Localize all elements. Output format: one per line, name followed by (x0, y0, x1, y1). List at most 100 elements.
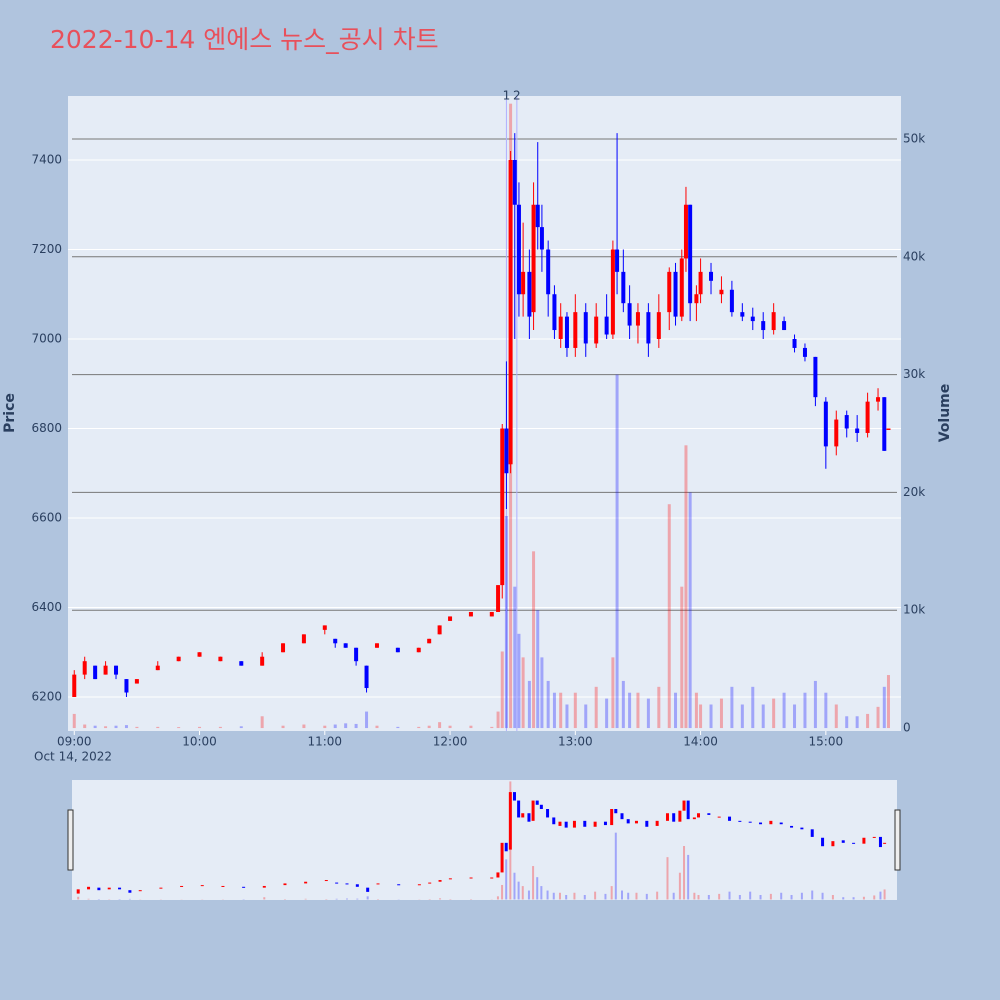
candle-body (546, 249, 551, 295)
slider-handle[interactable] (67, 809, 74, 871)
slider-volume-bar (800, 892, 803, 900)
slider-volume-bar (780, 892, 783, 900)
slider-volume-bar (558, 892, 561, 900)
slider-volume-bar (621, 890, 623, 900)
slider-candle (883, 842, 887, 844)
slider-candle (355, 884, 359, 887)
candle-body (782, 321, 787, 331)
slider-volume-bar (842, 897, 845, 900)
range-slider[interactable] (72, 780, 897, 900)
slider-candle (546, 809, 550, 818)
slider-candle (572, 820, 576, 828)
volume-bar (886, 675, 890, 729)
candle-body (627, 303, 632, 326)
slider-candle (304, 881, 308, 884)
x-tick-label: 13:00 (558, 735, 593, 749)
y2-tick-label: 50k (903, 132, 925, 146)
volume-bar (782, 692, 786, 729)
slider-candle (428, 882, 432, 884)
slider-volume-bar (645, 893, 648, 900)
slider-volume-bar (505, 859, 508, 900)
candle-body (281, 643, 286, 653)
slider-volume-bar (565, 894, 568, 900)
candle-body (694, 294, 699, 304)
slider-candle (614, 809, 618, 814)
y2-tick-label: 10k (903, 603, 925, 617)
slider-candle (504, 842, 508, 852)
x-date-label: Oct 14, 2022 (34, 750, 112, 764)
volume-bar (628, 692, 632, 729)
slider-candle (759, 822, 763, 825)
x-tick-label: 11:00 (307, 735, 342, 749)
candle-body (573, 312, 578, 348)
slider-handle[interactable] (894, 809, 901, 871)
slider-candle (610, 809, 614, 826)
slider-candle (564, 821, 568, 828)
slider-candle (810, 829, 814, 837)
volume-bar (615, 374, 619, 729)
volume-bar (104, 726, 108, 729)
slider-candle (558, 821, 562, 826)
slider-candle (665, 813, 669, 821)
volume-bar (496, 711, 500, 729)
slider-candle (738, 820, 742, 822)
slider-volume-bar (532, 866, 535, 900)
volume-bar (490, 726, 494, 729)
volume-bar (114, 725, 118, 729)
candle-body (813, 356, 818, 398)
candle-body (496, 585, 501, 612)
slider-volume-bar (356, 898, 359, 900)
slider-candle (645, 820, 649, 827)
candle-body (521, 271, 526, 295)
candle-body (564, 316, 569, 348)
slider-volume-bar (852, 897, 855, 900)
y-tick-label: 6200 (31, 689, 62, 703)
slider-candle (603, 821, 607, 826)
slider-candle (535, 800, 539, 805)
volume-bar (866, 713, 870, 729)
candle-body (512, 159, 517, 205)
y2-tick-label: 30k (903, 367, 925, 381)
slider-volume-bar (831, 894, 834, 900)
y-tick-label: 7000 (31, 331, 62, 345)
slider-volume-bar (656, 891, 659, 900)
candle-body (667, 271, 672, 313)
volume-bar (813, 680, 817, 729)
candle-body (583, 312, 588, 344)
volume-bar (772, 698, 776, 729)
slider-candle (769, 820, 773, 825)
x-tick-label: 14:00 (683, 735, 718, 749)
slider-candle (159, 887, 163, 889)
slider-candle (469, 877, 473, 879)
slider-candle (512, 792, 516, 801)
candle-body (823, 401, 828, 447)
y2-tick-label: 20k (903, 485, 925, 499)
slider-candle (107, 887, 111, 890)
volume-bar (824, 692, 828, 729)
candle-body (709, 271, 714, 281)
candle-body (114, 665, 119, 675)
volume-bar (688, 492, 692, 729)
slider-volume-bar (697, 894, 700, 900)
candle-body (535, 204, 540, 228)
volume-bar (882, 686, 886, 729)
candle-body (740, 312, 745, 317)
slider-volume-bar (759, 894, 762, 900)
slider-candle (262, 885, 266, 888)
volume-bar (559, 692, 563, 729)
slider-candle (552, 817, 556, 825)
slider-candle (692, 817, 696, 820)
volume-bar (536, 610, 540, 729)
slider-volume-bar (366, 896, 369, 900)
volume-bar (540, 657, 544, 729)
volume-bar (448, 725, 452, 729)
candle-body (504, 428, 509, 474)
slider-candle (366, 887, 370, 892)
volume-bar (573, 692, 577, 729)
y-tick-label: 7200 (31, 242, 62, 256)
volume-bar (730, 686, 734, 729)
candle-body (621, 271, 626, 304)
slider-volume-bar (718, 893, 721, 900)
slider-candle (583, 820, 587, 827)
slider-volume-bar (687, 854, 690, 900)
